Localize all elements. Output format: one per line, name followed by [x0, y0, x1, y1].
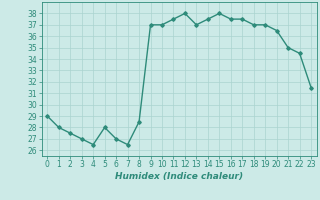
X-axis label: Humidex (Indice chaleur): Humidex (Indice chaleur) [115, 172, 243, 181]
